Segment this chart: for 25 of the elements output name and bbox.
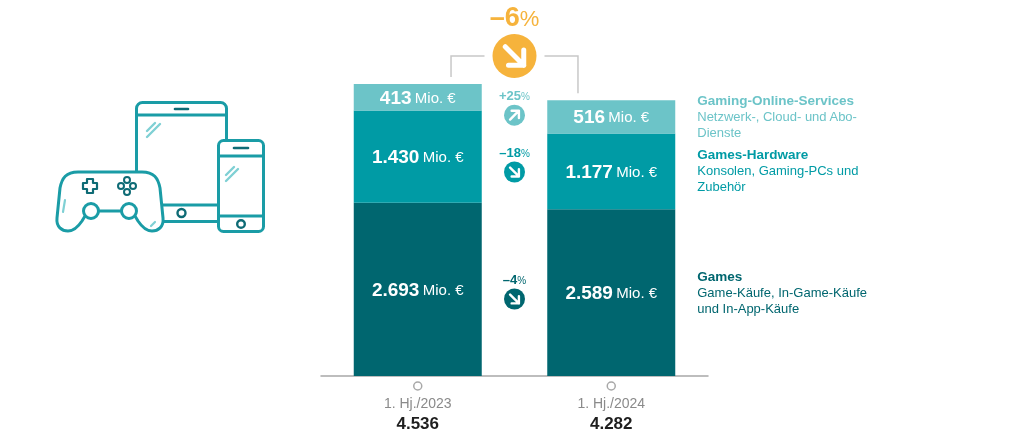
annotation: Netzwerk-, Cloud- und Abo-Dienste	[697, 108, 857, 140]
bar	[353, 110, 482, 203]
series-label: Games	[697, 268, 744, 285]
annotation: Game-Käufe, In-Game-Käufe und In-App-Käufe	[697, 284, 868, 316]
data-label: 1.430 Mio. €	[371, 146, 465, 168]
data-label: 516 Mio. €	[573, 106, 650, 128]
bar	[353, 202, 482, 376]
total-label: 4.282	[589, 413, 633, 434]
annotation: –4%	[502, 271, 527, 287]
data-label: 413 Mio. €	[379, 86, 457, 108]
x-tick-label: 1. Hj./2024	[577, 395, 646, 411]
x-tick-label: 1. Hj./2023	[383, 395, 452, 411]
total-label: 4.536	[396, 413, 440, 434]
annotation: +25%	[499, 87, 530, 103]
data-label: 2.693 Mio. €	[371, 278, 465, 300]
data-label: 2.589 Mio. €	[565, 282, 658, 304]
series-label: Gaming-Online-Services	[697, 92, 856, 109]
data-label: 1.177 Mio. €	[565, 160, 658, 182]
bar	[547, 100, 676, 134]
bar	[547, 133, 676, 210]
series-label: Games-Hardware	[697, 147, 810, 164]
bar	[547, 209, 676, 376]
annotation: Konsolen, Gaming-PCs und Zubehör	[697, 163, 859, 195]
annotation: –18%	[499, 144, 530, 160]
text: –6%	[489, 2, 540, 33]
